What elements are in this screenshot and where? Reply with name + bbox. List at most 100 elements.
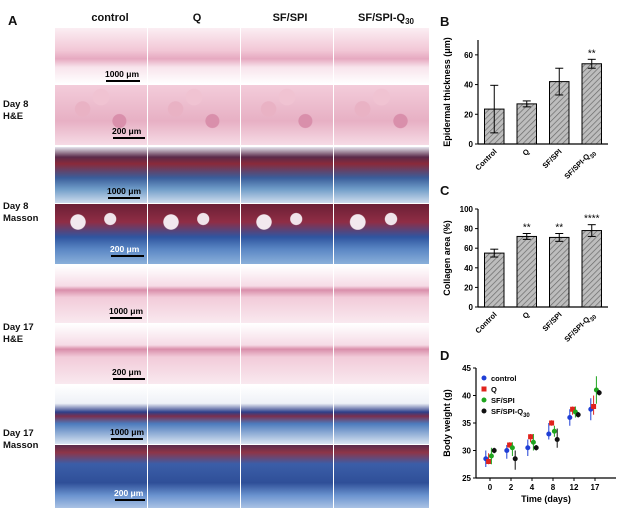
significance-marker: ** [523, 223, 531, 234]
micrograph-day8-masson-zoom-sfspi-q30 [334, 204, 429, 264]
data-point [530, 439, 536, 445]
data-point [488, 453, 494, 459]
bar [484, 252, 505, 308]
significance-marker: ** [588, 48, 596, 59]
data-point [549, 420, 555, 426]
y-tick-label: 30 [462, 447, 471, 456]
col-header-sfspi: SF/SPI [272, 12, 308, 24]
data-point [596, 390, 602, 396]
micrograph-day8-masson-sfspi-q30 [334, 147, 429, 203]
scale-label-1000um: 1000 μm [110, 427, 145, 437]
x-tick-label: 12 [570, 483, 579, 492]
panel-letter-b: B [440, 14, 450, 29]
y-tick-label: 80 [464, 225, 473, 234]
micrograph-day17-he-q [148, 266, 240, 323]
micrograph-day17-masson-q [148, 386, 240, 444]
legend-marker [481, 375, 487, 381]
micrograph-day17-masson-control [55, 386, 147, 444]
col-header-control: control [91, 12, 129, 24]
data-point [554, 437, 560, 442]
y-axis-label: Collagen area (%) [442, 220, 452, 296]
y-tick-label: 0 [469, 140, 474, 149]
x-tick-label: 8 [551, 483, 556, 492]
significance-marker: ** [555, 223, 563, 234]
legend-marker [481, 397, 487, 403]
panel-letter-a: A [8, 13, 18, 28]
micrograph-day8-masson-q [148, 147, 240, 203]
panel-letter-c: C [440, 183, 450, 198]
bar [581, 230, 602, 308]
bar [516, 103, 537, 145]
row-label-line: Day 17 [3, 322, 34, 333]
bar [549, 236, 570, 308]
micrograph-day8-masson-sfspi [241, 147, 333, 203]
micrograph-day8-he-sfspi-q30 [334, 28, 429, 84]
category-label: Q [521, 147, 532, 158]
row-label-day17-masson: Day 17 Masson [3, 428, 38, 452]
micrograph-day17-masson-zoom-q [148, 445, 240, 508]
scale-bar [115, 499, 145, 501]
category-label: SF/SPI [540, 310, 563, 333]
col-header-q: Q [192, 12, 202, 24]
scale-label-200um: 200 μm [110, 244, 140, 254]
row-label-line: Day 8 [3, 201, 29, 212]
scale-bar [108, 197, 140, 199]
y-axis-label: Epidermal thickness (μm) [442, 37, 452, 147]
y-tick-label: 40 [464, 264, 473, 273]
micrograph-day8-he-zoom-sfspi-q30 [334, 85, 429, 145]
scale-label-1000um: 1000 μm [107, 186, 142, 196]
micrograph-day17-masson-sfspi-q30 [334, 386, 429, 444]
y-tick-label: 25 [462, 474, 471, 483]
legend-label: SF/SPI-Q30 [491, 407, 530, 419]
y-tick-label: 45 [462, 364, 471, 373]
micrograph-day17-masson-sfspi [241, 386, 333, 444]
panel-letter-d: D [440, 348, 450, 363]
col-header-sfspi-q30: SF/SPI-Q30 [358, 12, 414, 27]
micrograph-day8-he-zoom-control [55, 85, 147, 145]
data-point [533, 445, 539, 451]
micrograph-day17-he-zoom-q [148, 324, 240, 384]
micrograph-day17-he-sfspi [241, 266, 333, 323]
x-tick-label: 0 [488, 483, 493, 492]
y-tick-label: 20 [464, 110, 473, 119]
row-label-line: Day 8 [3, 99, 29, 110]
y-tick-label: 60 [464, 51, 473, 60]
micrograph-day17-he-zoom-control [55, 324, 147, 384]
data-point [512, 456, 518, 462]
data-point [507, 442, 513, 448]
data-point [591, 404, 597, 409]
row-label-line: H&E [3, 111, 24, 122]
data-point [509, 445, 515, 451]
scale-label-1000um: 1000 μm [105, 69, 140, 79]
scale-bar [110, 317, 142, 319]
scale-bar [111, 438, 143, 440]
category-label: Q [521, 310, 532, 321]
legend-label: SF/SPI [491, 396, 515, 405]
data-point [491, 448, 497, 453]
micrograph-day17-masson-zoom-sfspi [241, 445, 333, 508]
micrograph-day8-he-q [148, 28, 240, 84]
micrograph-day17-masson-zoom-sfspi-q30 [334, 445, 429, 508]
x-axis-label: Time (days) [521, 494, 571, 504]
scale-label-200um: 200 μm [112, 367, 142, 377]
row-label-day17-he: Day 17 H&E [3, 322, 34, 346]
scale-bar [106, 80, 140, 82]
bar [516, 235, 537, 308]
data-point [570, 406, 576, 412]
y-tick-label: 100 [460, 205, 474, 214]
y-tick-label: 35 [462, 419, 471, 428]
scale-label-1000um: 1000 μm [109, 306, 144, 316]
category-label: Control [473, 310, 498, 335]
y-tick-label: 40 [462, 392, 471, 401]
row-label-line: Day 17 [3, 428, 34, 439]
chart-collagen-area: 0 20 40 60 80 100 Collagen area (%) Control ** Q *… [442, 205, 608, 346]
row-label-line: H&E [3, 334, 24, 345]
category-label: Control [473, 147, 498, 172]
x-tick-label: 17 [591, 483, 600, 492]
significance-marker: **** [584, 214, 600, 225]
data-point [546, 431, 552, 437]
row-label-line: Masson [3, 213, 39, 224]
scale-bar [113, 137, 145, 139]
category-label: SF/SPI-Q30 [562, 310, 598, 346]
